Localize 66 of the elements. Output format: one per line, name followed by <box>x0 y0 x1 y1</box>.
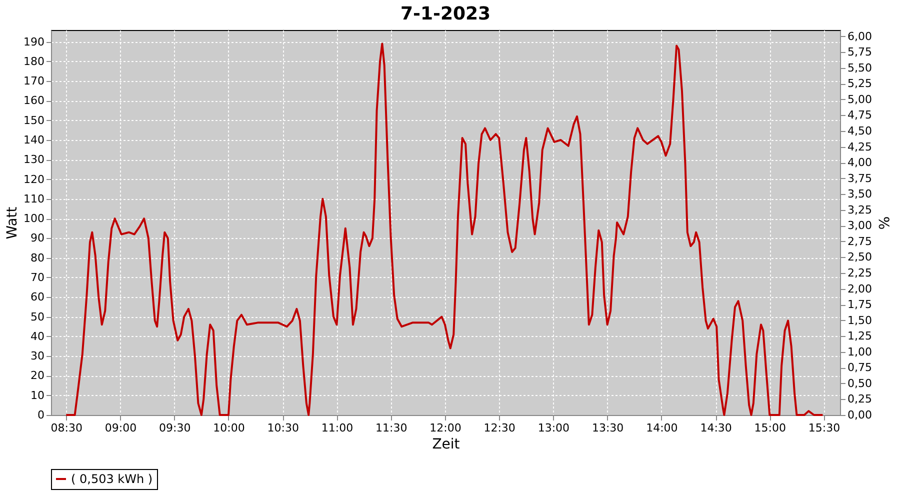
y2-tick-label: 6,00 <box>848 30 872 43</box>
y-tick-label: 110 <box>24 192 44 206</box>
y2-tick-label: 1,50 <box>848 314 872 327</box>
y2-tick-label: 0,75 <box>848 361 872 374</box>
y2-tick-label: 5,75 <box>848 46 872 59</box>
y2-tick-label: 3,75 <box>848 172 872 185</box>
y2-tick-label: 1,75 <box>848 298 872 312</box>
y-tick-label: 150 <box>24 114 44 127</box>
x-tick-label: 10:30 <box>267 422 299 434</box>
y-tick-label: 70 <box>30 271 44 284</box>
x-tick-label: 15:00 <box>754 422 786 434</box>
y2-tick-label: 4,25 <box>848 140 872 154</box>
x-tick-label: 15:30 <box>808 422 840 434</box>
legend-label: ( 0,503 kWh ) <box>71 472 153 486</box>
y-tick-label: 160 <box>24 94 44 108</box>
y-tick-label: 0 <box>38 408 44 422</box>
y-tick-label: 190 <box>24 35 44 48</box>
y2-tick-label: 4,75 <box>848 108 872 122</box>
y-tick-label: 60 <box>30 290 44 304</box>
line-series <box>65 42 824 416</box>
chart-title: 7-1-2023 <box>400 3 491 24</box>
y2-tick-label: 5,50 <box>848 61 872 74</box>
x-axis-title: Zeit <box>432 436 460 452</box>
y2-tick-label: 3,25 <box>848 203 872 216</box>
y-tick-label: 80 <box>30 251 44 264</box>
y-tick-label: 170 <box>24 74 44 88</box>
y2-tick-label: 1,00 <box>848 345 872 358</box>
y-tick-label: 50 <box>30 310 44 324</box>
y-tick-label: 40 <box>30 330 44 343</box>
x-tick-label: 09:00 <box>104 422 137 434</box>
y2-tick-label: 2,50 <box>848 250 872 264</box>
y2-tick-label: 0,25 <box>848 392 872 406</box>
x-tick-label: 09:30 <box>159 422 191 434</box>
y2-axis-title: % <box>874 216 891 230</box>
y2-tick-label: 4,50 <box>848 124 872 138</box>
y2-tick-label: 5,25 <box>848 77 872 90</box>
y-tick-label: 10 <box>30 388 44 402</box>
y-axis-title: Watt <box>4 206 21 240</box>
y2-tick-label: 3,50 <box>848 188 872 201</box>
y-tick-label: 130 <box>24 153 44 166</box>
x-tick-label: 14:00 <box>646 422 678 434</box>
x-tick-label: 12:00 <box>430 422 462 434</box>
y2-tick-label: 2,75 <box>848 234 872 248</box>
y2-tick-label: 1,25 <box>848 330 872 343</box>
x-tick-label: 12:30 <box>484 422 516 434</box>
x-tick-label: 08:30 <box>50 422 83 434</box>
y2-tick-label: 0,50 <box>848 376 872 390</box>
y2-tick-label: 2,00 <box>848 282 872 296</box>
y2-tick-label: 5,00 <box>848 92 872 106</box>
y2-tick-label: 4,00 <box>848 156 872 170</box>
y2-tick-label: 2,25 <box>848 266 872 280</box>
x-tick-label: 11:00 <box>321 422 354 434</box>
y-tick-label: 20 <box>30 369 44 382</box>
y-tick-label: 120 <box>24 172 44 186</box>
x-tick-label: 10:00 <box>213 422 245 434</box>
x-tick-label: 13:30 <box>592 422 624 434</box>
x-tick-label: 11:30 <box>375 422 408 434</box>
y-tick-label: 140 <box>24 134 44 146</box>
y-tick-label: 30 <box>30 350 44 363</box>
y-tick-label: 100 <box>24 212 44 226</box>
x-tick-label: 14:30 <box>700 422 732 434</box>
y2-tick-label: 0,00 <box>848 408 872 422</box>
y-tick-label: 90 <box>30 232 44 245</box>
y-tick-label: 180 <box>24 54 44 68</box>
y2-tick-label: 3,00 <box>848 219 872 232</box>
x-tick-label: 13:00 <box>538 422 570 434</box>
